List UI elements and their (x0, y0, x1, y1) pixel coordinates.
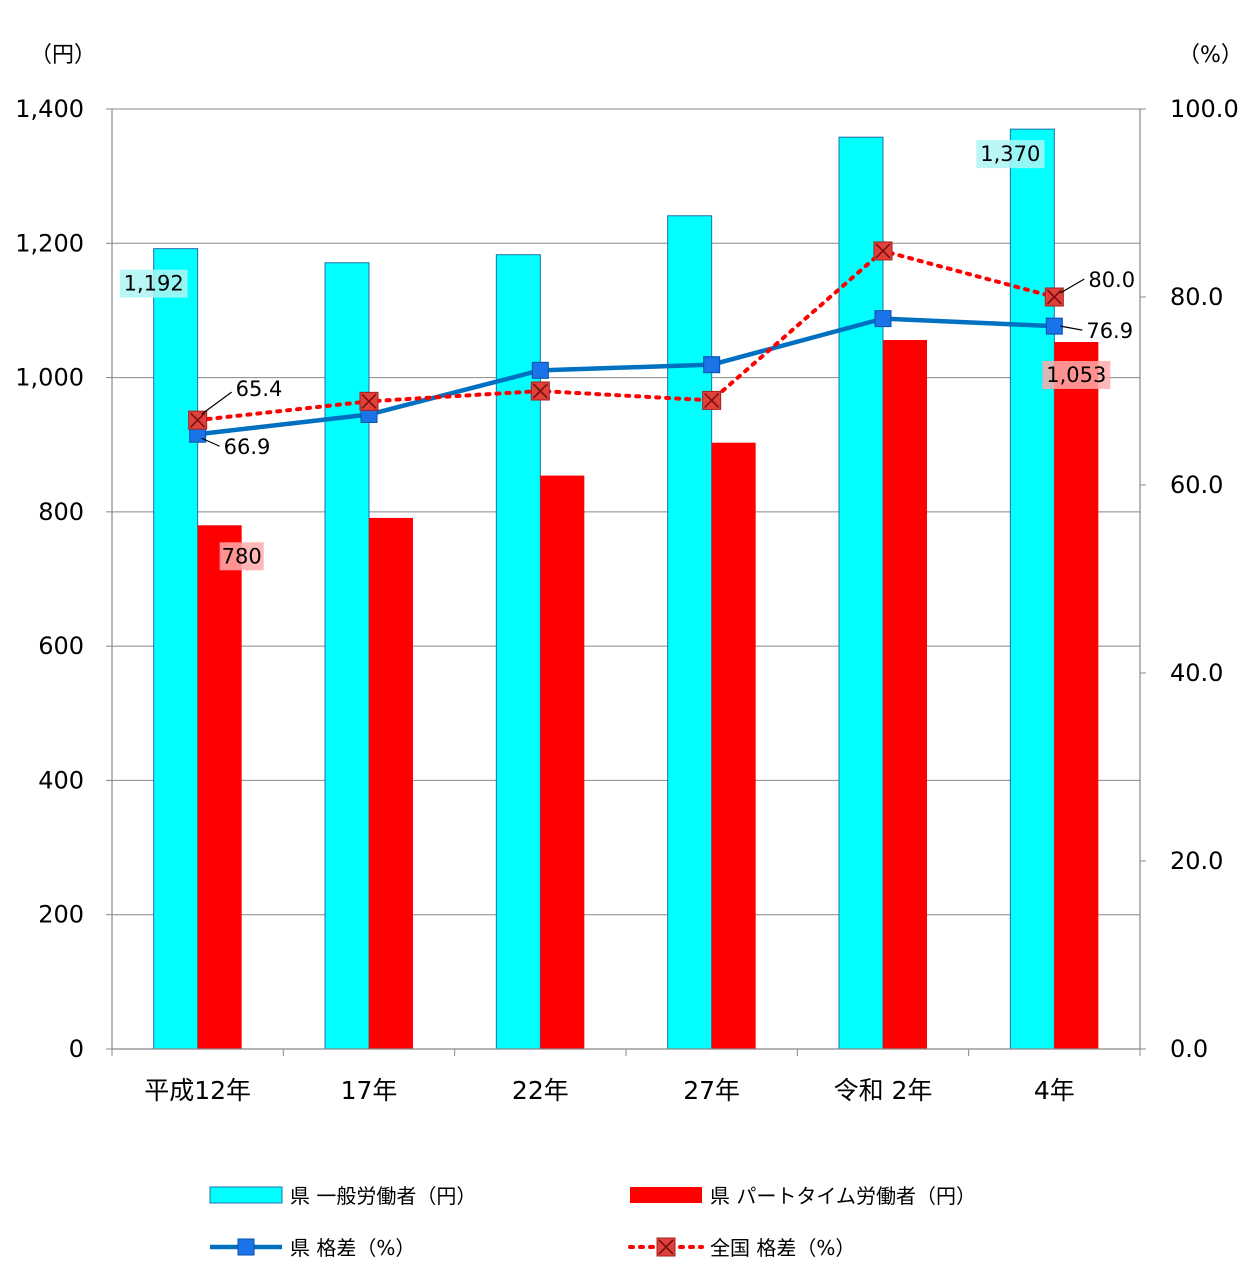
legend-item: 県 パートタイム労働者（円） (628, 1180, 976, 1209)
data-label: 66.9 (224, 435, 271, 459)
x-tick-label: 令和 2年 (834, 1076, 933, 1105)
data-label: 1,370 (980, 142, 1040, 166)
legend-swatch (209, 1186, 283, 1203)
left-axis-unit: （円） (30, 43, 96, 68)
data-label: 80.0 (1088, 268, 1135, 292)
bar (838, 136, 884, 1050)
label-leader (201, 437, 220, 447)
data-label: 65.4 (236, 377, 283, 401)
x-tick-label: 平成12年 (144, 1076, 251, 1105)
legend-item: 全国 格差（%） (628, 1232, 855, 1261)
data-label: 76.9 (1086, 319, 1133, 343)
left-tick-label: 200 (38, 901, 84, 929)
series-line (197, 316, 1055, 437)
x-marker-cross (704, 392, 720, 408)
x-tick-label: 27年 (683, 1076, 740, 1105)
left-tick-label: 1,000 (15, 364, 84, 392)
legend-swatch (628, 1237, 704, 1256)
data-label-bg (1042, 360, 1111, 389)
bar (667, 215, 713, 1050)
x-tick-label: 4年 (1034, 1076, 1075, 1105)
x-tick-label: 22年 (512, 1076, 569, 1105)
data-label: 1,192 (124, 272, 184, 296)
series-line (195, 248, 1057, 423)
left-tick-label: 600 (38, 632, 84, 660)
left-tick-label: 400 (38, 766, 84, 794)
square-marker (874, 310, 892, 328)
label-leader (201, 391, 233, 415)
right-axis-unit: （%） (1178, 43, 1243, 68)
data-label: 780 (222, 544, 262, 568)
bar (883, 339, 927, 1049)
bar (324, 262, 370, 1050)
data-label-bg (219, 542, 264, 571)
bar (153, 248, 199, 1050)
axes: 0 200 400 600 800 1,000 1,200 1,400 0.0 20.0 40.0 6… (15, 95, 1238, 1105)
label-leader (1060, 278, 1085, 294)
bar (711, 442, 756, 1049)
right-tick-label: 20.0 (1170, 847, 1223, 875)
left-tick-label: 800 (38, 498, 84, 526)
right-tick-label: 40.0 (1170, 659, 1223, 687)
x-marker-cross (1046, 289, 1062, 305)
right-tick-label: 60.0 (1170, 471, 1223, 499)
legend-label: 県 格差（%） (290, 1236, 416, 1260)
bar (1054, 341, 1099, 1049)
square-marker (703, 356, 721, 374)
data-label: 1,053 (1046, 363, 1106, 387)
lines (188, 241, 1064, 443)
data-labels: 1,192 1,370 780 1,053 65.4 66.9 80.0 76.9 (119, 140, 1135, 571)
x-marker-cross (361, 393, 377, 409)
x-marker-cross (532, 383, 548, 399)
square-marker (531, 361, 549, 379)
legend-label: 県 パートタイム労働者（円） (710, 1184, 976, 1208)
bar (197, 525, 242, 1049)
data-label-bg (976, 140, 1045, 169)
right-tick-label: 0.0 (1170, 1035, 1208, 1063)
gridlines (112, 108, 1140, 916)
left-tick-label: 1,400 (15, 95, 84, 123)
bar (369, 517, 413, 1049)
bars (153, 128, 1099, 1050)
right-tick-label: 100.0 (1170, 95, 1239, 123)
legend: 県 一般労働者（円） 県 パートタイム労働者（円） 県 格差（%） 全国 格差（%） (200, 1180, 1100, 1280)
legend-label: 全国 格差（%） (710, 1236, 856, 1260)
right-tick-label: 80.0 (1170, 283, 1223, 311)
left-tick-label: 1,200 (15, 229, 84, 257)
x-marker-cross (190, 412, 206, 428)
legend-swatch (630, 1186, 702, 1203)
left-tick-label: 0 (69, 1035, 84, 1063)
x-marker-cross (875, 243, 891, 259)
legend-item: 県 格差（%） (208, 1232, 415, 1261)
bar (540, 475, 585, 1050)
x-tick-label: 17年 (341, 1076, 398, 1105)
square-marker (1045, 317, 1063, 335)
data-label-bg (119, 269, 188, 298)
legend-label: 県 一般労働者（円） (290, 1184, 477, 1208)
legend-item: 県 一般労働者（円） (208, 1180, 476, 1209)
bar (1009, 128, 1055, 1050)
label-leader (1060, 325, 1083, 331)
legend-swatch (210, 1238, 282, 1255)
